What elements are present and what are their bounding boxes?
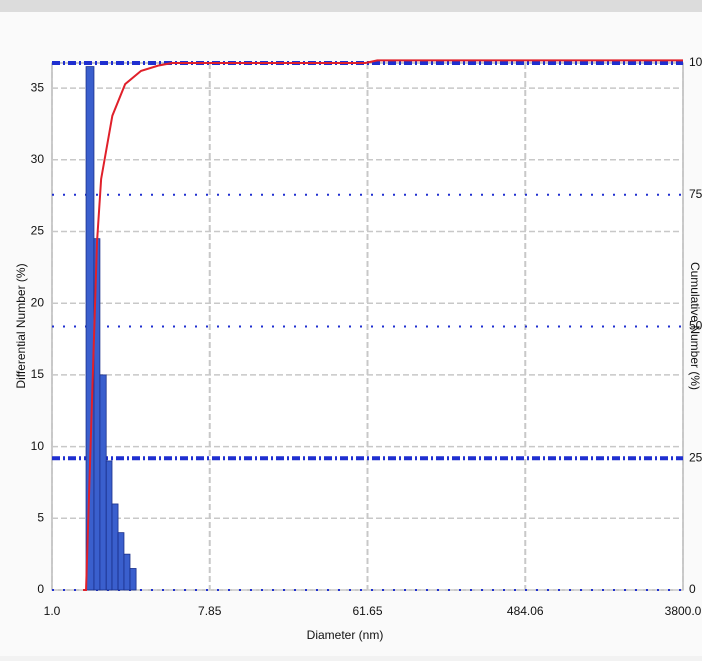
y-tick-label: 10: [31, 439, 45, 453]
page: Diameter (nm) Differential Number (%) Cu…: [0, 0, 702, 656]
histogram-bar: [112, 504, 118, 590]
y-tick-label: 15: [31, 367, 45, 381]
histogram-bar: [86, 67, 94, 590]
y-tick-label: 0: [37, 582, 44, 596]
histogram-bar: [100, 375, 106, 590]
top-band: [0, 0, 702, 12]
y2-tick-label: 0: [689, 582, 696, 596]
x-tick-label: 7.85: [198, 604, 222, 618]
y-tick-label: 20: [31, 295, 45, 309]
histogram-bar: [118, 533, 124, 590]
histogram-bar: [124, 554, 130, 590]
y2-tick-label: 50: [689, 319, 702, 333]
y-tick-label: 30: [31, 152, 45, 166]
x-tick-label: 1.0: [44, 604, 61, 618]
y2-tick-label: 100: [689, 55, 702, 69]
x-tick-label: 484.06: [507, 604, 544, 618]
histogram-bar: [130, 568, 136, 590]
y-tick-label: 5: [37, 510, 44, 524]
histogram-bar: [106, 461, 112, 590]
x-axis-label: Diameter (nm): [307, 628, 384, 642]
y2-tick-label: 75: [689, 187, 702, 201]
y2-tick-label: 25: [689, 450, 702, 464]
x-tick-label: 3800.0: [665, 604, 702, 618]
y-axis-label: Differential Number (%): [14, 263, 28, 388]
chart: Diameter (nm) Differential Number (%) Cu…: [0, 0, 702, 656]
x-tick-label: 61.65: [352, 604, 382, 618]
y-tick-label: 25: [31, 224, 45, 238]
y-tick-label: 35: [31, 80, 45, 94]
